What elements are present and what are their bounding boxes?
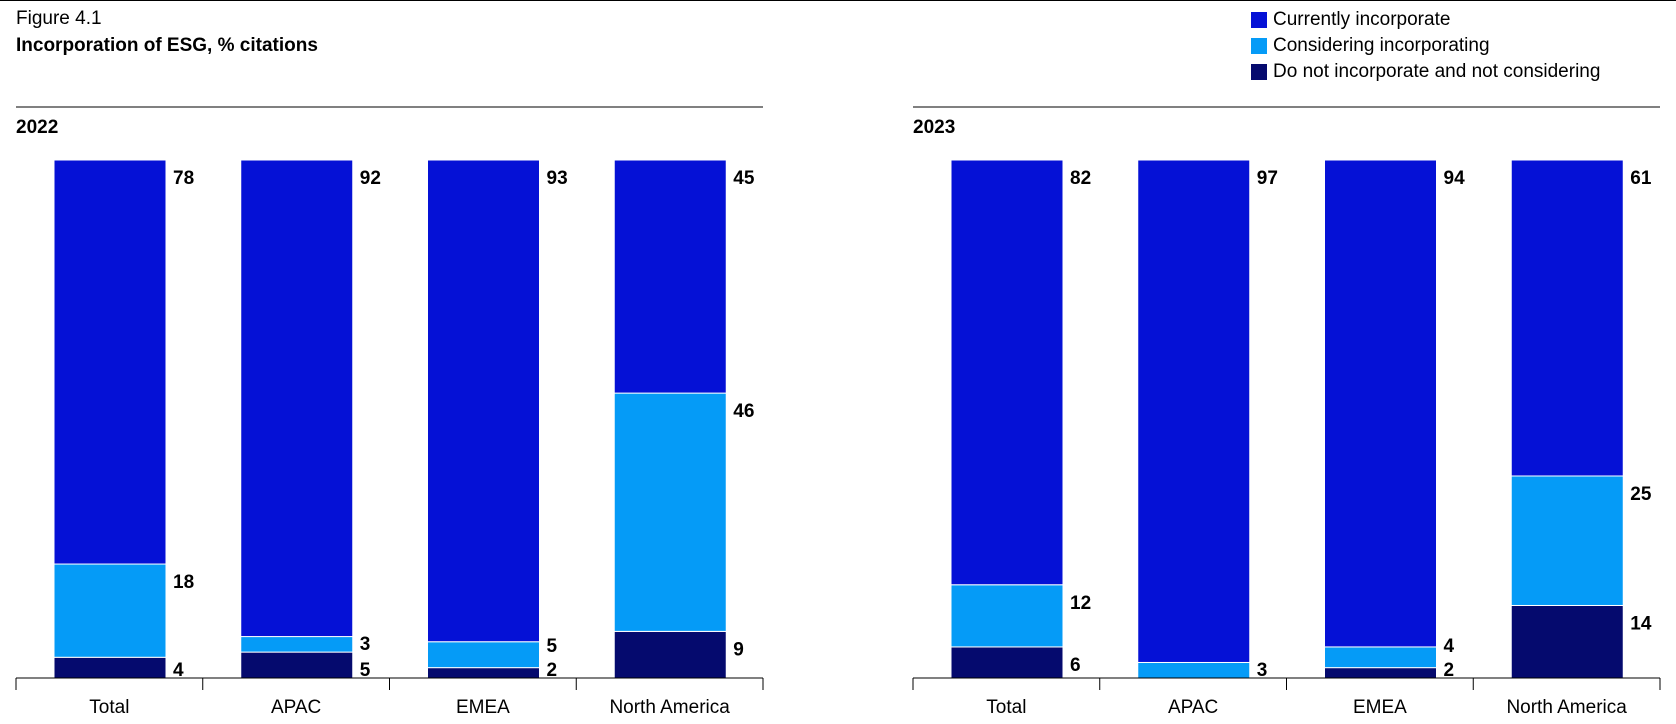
category-label-2023-apac: APAC xyxy=(1168,697,1218,718)
bar-2023-north-america-not xyxy=(1510,604,1624,679)
data-label-2023-emea-currently: 94 xyxy=(1444,168,1466,189)
category-label-2022-total: Total xyxy=(89,697,129,718)
bar-2022-apac-considering xyxy=(240,636,354,653)
legend-label-currently: Currently incorporate xyxy=(1273,9,1451,30)
data-label-2023-north-america-currently: 61 xyxy=(1630,168,1652,189)
panel-title-2023: 2023 xyxy=(913,117,955,138)
data-label-2022-total-not: 4 xyxy=(173,660,184,681)
bar-2022-emea-not xyxy=(427,667,540,679)
bar-2023-total-not xyxy=(950,646,1064,679)
data-label-2022-emea-considering: 5 xyxy=(547,636,558,657)
category-label-2023-north-america: North America xyxy=(1506,697,1627,718)
panel-title-2022: 2022 xyxy=(16,117,58,138)
legend-swatch-currently xyxy=(1251,12,1267,28)
data-label-2023-total-not: 6 xyxy=(1070,655,1081,676)
data-label-2022-north-america-not: 9 xyxy=(733,639,744,660)
bar-2023-north-america-currently xyxy=(1510,159,1624,477)
bar-2023-total-currently xyxy=(950,159,1064,586)
bar-2022-total-not xyxy=(53,656,167,679)
category-label-2023-emea: EMEA xyxy=(1353,697,1407,718)
data-label-2022-north-america-currently: 45 xyxy=(733,168,755,189)
figure-title: Incorporation of ESG, % citations xyxy=(16,35,318,56)
legend-label-considering: Considering incorporating xyxy=(1273,35,1490,56)
data-label-2022-emea-currently: 93 xyxy=(547,168,568,189)
data-label-2023-apac-currently: 97 xyxy=(1257,168,1278,189)
data-label-2023-apac-considering: 3 xyxy=(1257,660,1268,681)
bar-2022-north-america-considering xyxy=(613,392,727,632)
bar-2023-emea-considering xyxy=(1324,646,1437,669)
bar-2023-emea-currently xyxy=(1324,159,1437,648)
data-label-2022-total-considering: 18 xyxy=(173,572,194,593)
bar-2022-total-considering xyxy=(53,563,167,658)
data-label-2023-north-america-considering: 25 xyxy=(1630,484,1652,505)
data-label-2023-emea-not: 2 xyxy=(1444,660,1455,681)
category-label-2022-apac: APAC xyxy=(271,697,321,718)
data-label-2022-total-currently: 78 xyxy=(173,168,194,189)
data-label-2023-total-considering: 12 xyxy=(1070,593,1091,614)
legend-swatch-considering xyxy=(1251,38,1267,54)
legend-label-not-considering: Do not incorporate and not considering xyxy=(1273,61,1601,82)
legend-item-not-considering: Do not incorporate and not considering xyxy=(1251,59,1600,85)
bar-2023-north-america-considering xyxy=(1510,475,1624,606)
legend-swatch-not-considering xyxy=(1251,64,1267,80)
bar-2023-apac-considering xyxy=(1137,661,1251,679)
bar-2022-north-america-currently xyxy=(613,159,727,394)
category-label-2023-total: Total xyxy=(986,697,1026,718)
data-label-2022-north-america-considering: 46 xyxy=(733,401,754,422)
top-rule xyxy=(0,0,1676,1)
bar-2022-emea-currently xyxy=(427,159,540,643)
bar-2023-emea-not xyxy=(1324,667,1437,679)
data-label-2022-apac-currently: 92 xyxy=(360,168,381,189)
data-label-2023-emea-considering: 4 xyxy=(1444,636,1455,657)
data-label-2022-apac-considering: 3 xyxy=(360,634,371,655)
chart-legend: Currently incorporate Considering incorp… xyxy=(1251,7,1600,85)
bar-2023-total-considering xyxy=(950,584,1064,648)
bar-2023-apac-currently xyxy=(1137,159,1251,663)
data-label-2023-total-currently: 82 xyxy=(1070,168,1091,189)
legend-item-considering: Considering incorporating xyxy=(1251,33,1600,59)
bar-2022-north-america-not xyxy=(613,630,727,679)
category-label-2022-north-america: North America xyxy=(609,697,730,718)
category-label-2022-emea: EMEA xyxy=(456,697,510,718)
bar-2022-emea-considering xyxy=(427,641,540,669)
bar-2022-total-currently xyxy=(53,159,167,565)
legend-item-currently: Currently incorporate xyxy=(1251,7,1600,33)
data-label-2023-north-america-not: 14 xyxy=(1630,613,1652,634)
bar-2022-apac-currently xyxy=(240,159,354,638)
bar-2022-apac-not xyxy=(240,651,354,679)
data-label-2022-apac-not: 5 xyxy=(360,660,371,681)
figure-label: Figure 4.1 xyxy=(16,8,102,29)
data-label-2022-emea-not: 2 xyxy=(547,660,558,681)
